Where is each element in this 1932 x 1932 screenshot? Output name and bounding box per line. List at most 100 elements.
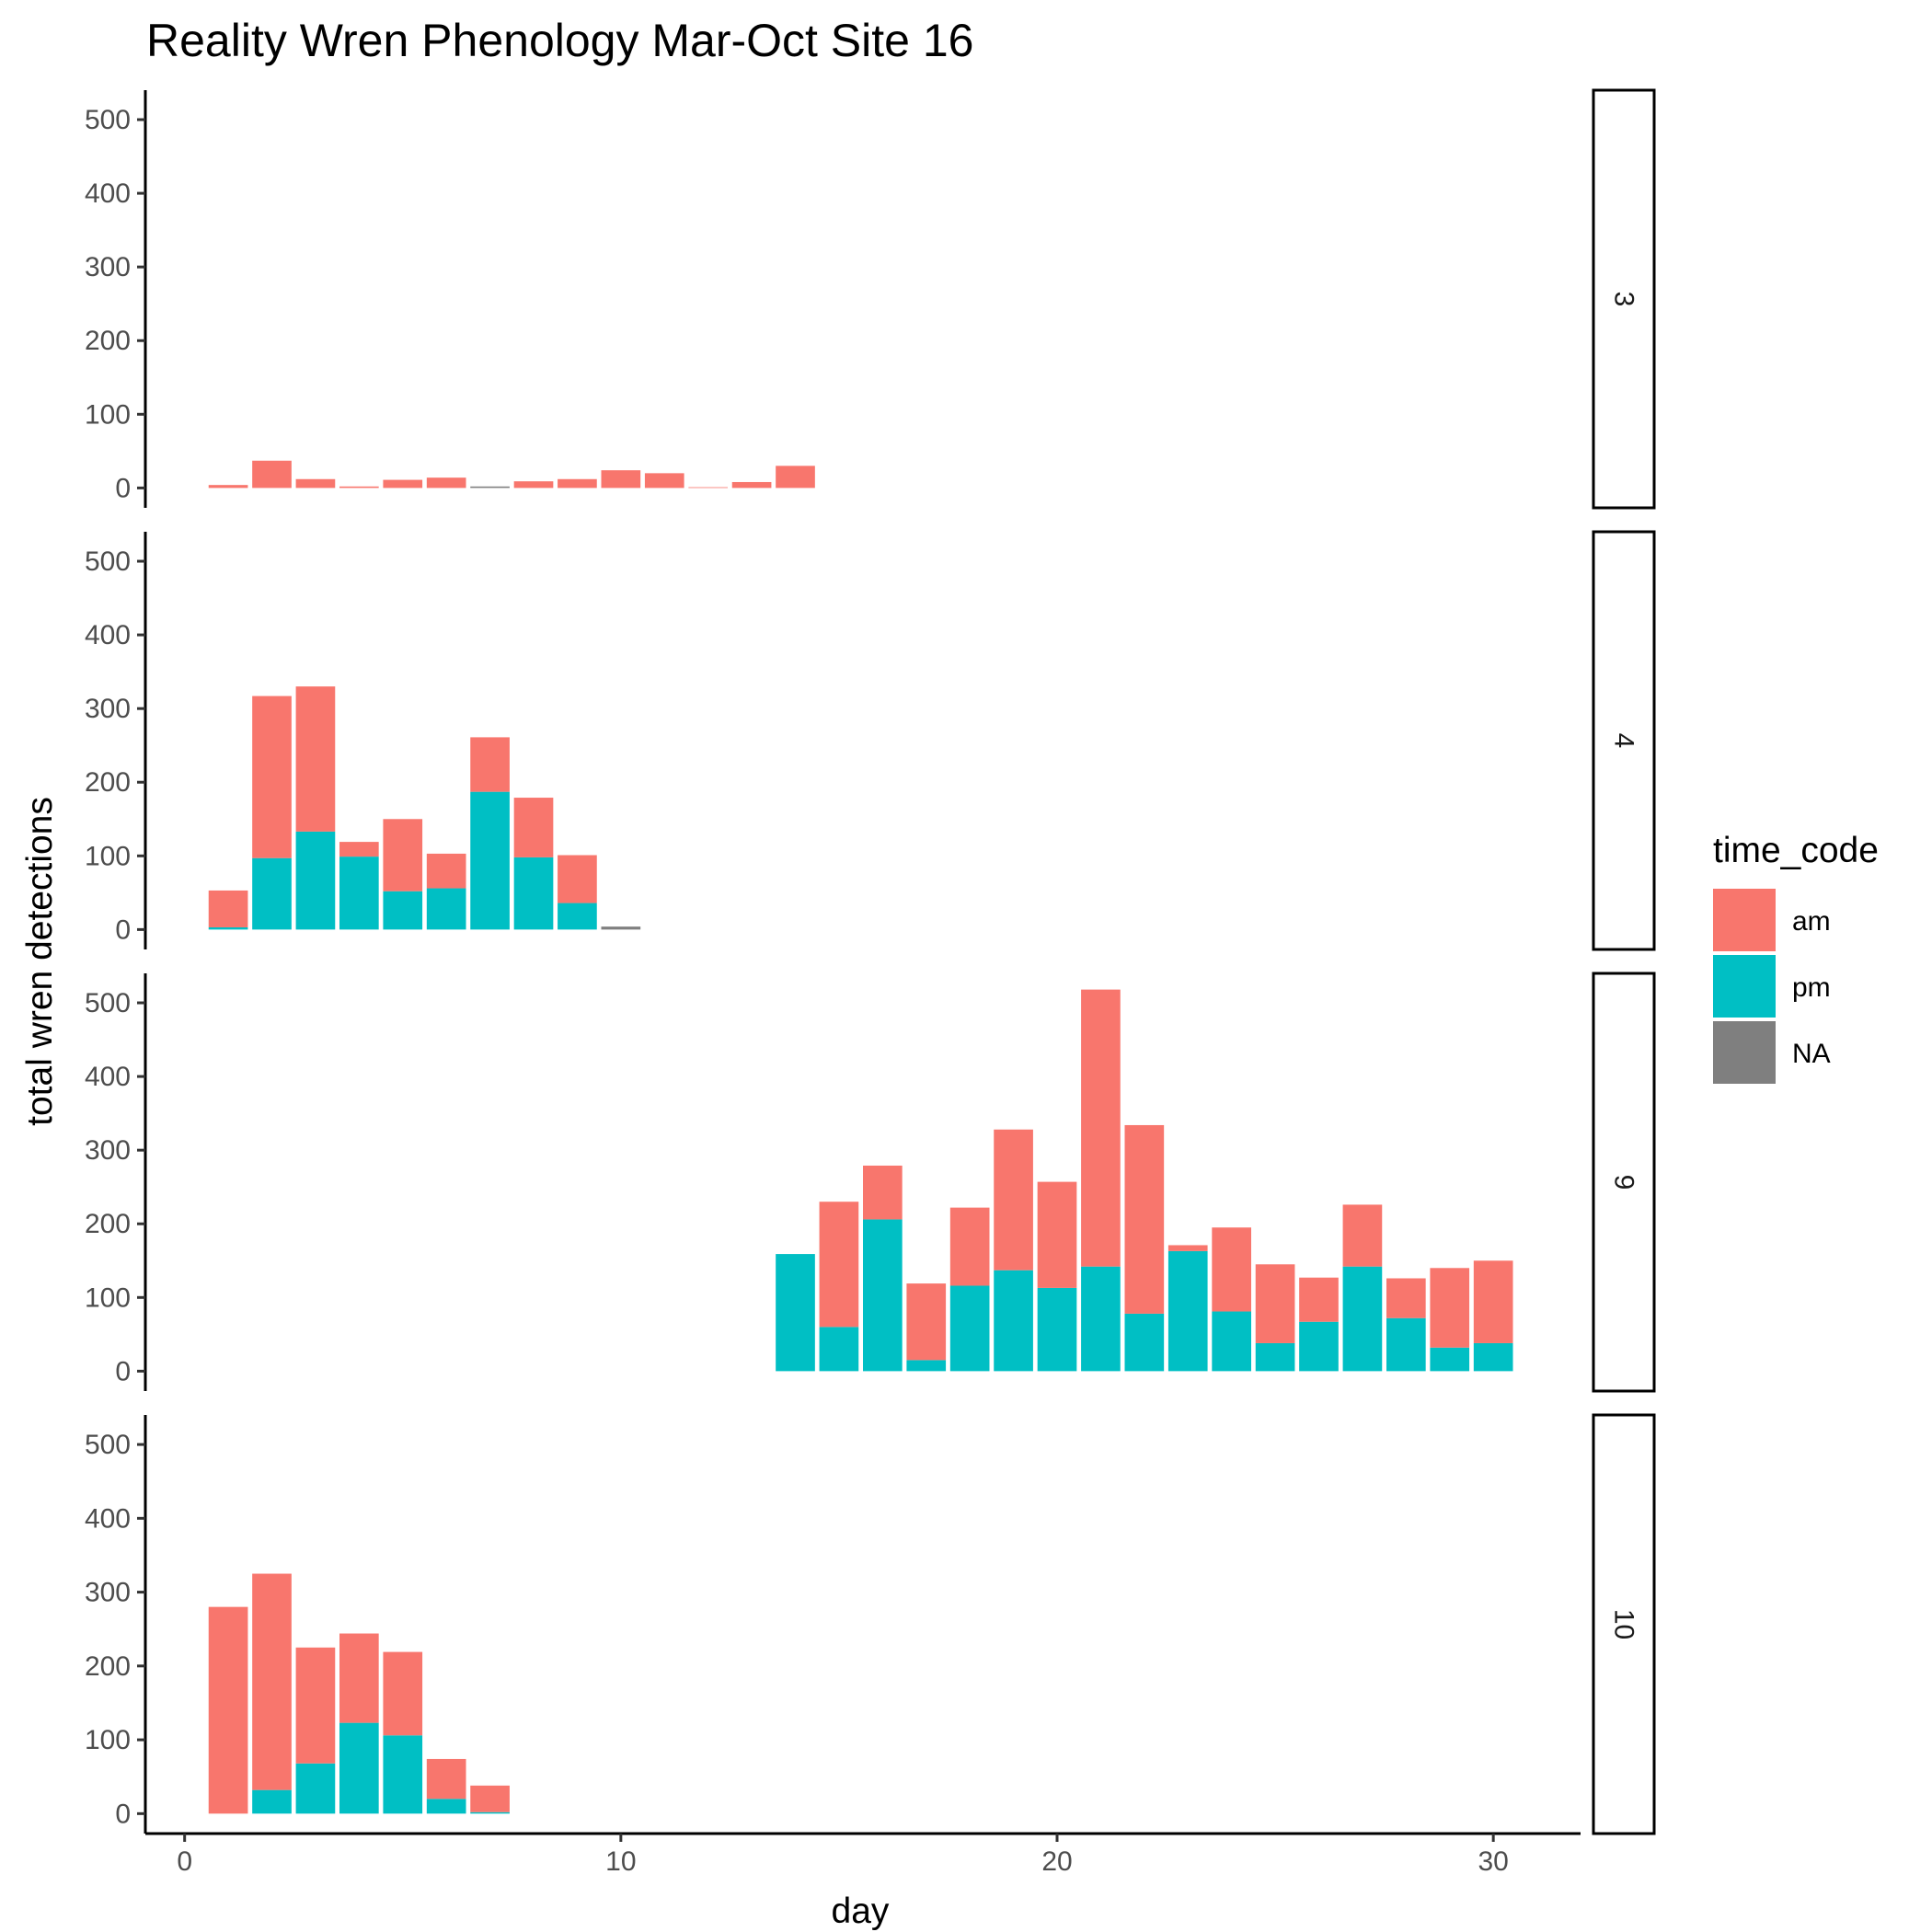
facet-panel-9: 0 100 200 300 400 500 9 [85, 972, 1656, 1393]
bar-pm-facet4-day9 [558, 903, 597, 930]
bar-am-facet4-day9 [558, 855, 597, 903]
bar-pm-facet9-day18 [949, 1285, 990, 1372]
facet-strip-3 [1592, 88, 1656, 510]
bar-am-facet3-day11 [644, 473, 684, 489]
bar-am-facet9-day26 [1299, 1277, 1339, 1322]
chart-title: Reality Wren Phenology Mar-Oct Site 16 [146, 15, 973, 66]
y-tick-label-facet-10-400: 400 [85, 1503, 131, 1534]
legend-key-am [1713, 889, 1776, 951]
bar-am-facet9-day25 [1255, 1264, 1295, 1343]
bar-am-facet9-day29 [1430, 1268, 1470, 1348]
bar-am-facet4-day6 [426, 853, 466, 889]
bar-am-facet10-day5 [383, 1651, 423, 1736]
bar-am-facet10-day6 [426, 1758, 466, 1800]
bar-am-facet3-day2 [252, 460, 292, 489]
bar-am-facet9-day24 [1212, 1227, 1251, 1312]
bar-am-facet3-day4 [339, 486, 379, 489]
bar-am-facet3-day10 [601, 470, 641, 489]
bar-pm-facet10-day2 [252, 1789, 292, 1814]
bar-pm-facet10-day7 [470, 1811, 510, 1814]
facet-strip-label-9: 9 [1609, 1175, 1639, 1190]
legend: time_code am pm NA [1713, 831, 1879, 1084]
legend-title: time_code [1713, 831, 1879, 870]
facet-strip-label-4: 4 [1609, 733, 1639, 749]
bar-pm-facet9-day25 [1255, 1342, 1295, 1372]
bar-pm-facet9-day30 [1473, 1342, 1513, 1372]
bar-am-facet9-day22 [1124, 1124, 1165, 1314]
bar-pm-facet4-day8 [513, 857, 554, 930]
bar-am-facet10-day4 [339, 1633, 379, 1723]
bar-pm-facet9-day20 [1037, 1287, 1077, 1372]
bar-am-facet10-day7 [470, 1785, 510, 1812]
bar-pm-facet9-day22 [1124, 1313, 1165, 1372]
bar-am-facet9-day30 [1473, 1260, 1513, 1343]
bar-am-facet4-day2 [252, 696, 292, 858]
bar-am-facet4-day7 [470, 737, 510, 792]
bar-pm-facet10-day6 [426, 1799, 466, 1814]
bar-am-facet9-day21 [1081, 989, 1121, 1267]
bar-am-facet3-day12 [688, 487, 728, 489]
bar-am-facet4-day8 [513, 798, 554, 857]
y-tick-label-facet-4-300: 300 [85, 694, 131, 724]
bar-am-facet9-day20 [1037, 1181, 1077, 1288]
bar-am-facet3-day13 [731, 481, 772, 489]
bar-am-facet9-day23 [1167, 1245, 1208, 1251]
y-tick-label-facet-3-300: 300 [85, 252, 131, 282]
y-tick-label-facet-3-400: 400 [85, 178, 131, 209]
bar-am-facet3-day5 [383, 479, 423, 489]
facet-strip-9 [1592, 972, 1656, 1393]
y-tick-label-facet-3-100: 100 [85, 399, 131, 430]
bar-am-facet4-day3 [295, 686, 336, 832]
y-tick-label-facet-3-200: 200 [85, 326, 131, 356]
bar-pm-facet9-day14 [776, 1254, 815, 1372]
bar-NA-facet4-day10 [601, 926, 641, 930]
facet-strip-4 [1592, 530, 1656, 951]
bar-am-facet9-day15 [819, 1202, 859, 1328]
bar-pm-facet9-day19 [994, 1270, 1033, 1372]
x-axis-title: day [832, 1892, 890, 1931]
bar-am-facet9-day28 [1386, 1278, 1426, 1318]
y-tick-label-facet-9-400: 400 [85, 1062, 131, 1092]
y-tick-label-facet-9-100: 100 [85, 1282, 131, 1313]
y-tick-label-facet-10-500: 500 [85, 1430, 131, 1460]
facet-strip-label-3: 3 [1609, 292, 1639, 307]
bar-am-facet3-day9 [558, 478, 597, 489]
x-tick-label-10: 10 [605, 1846, 636, 1877]
bar-am-facet9-day19 [994, 1129, 1033, 1271]
bar-pm-facet4-day3 [295, 831, 336, 930]
bar-pm-facet9-day26 [1299, 1321, 1339, 1372]
y-tick-label-facet-9-200: 200 [85, 1209, 131, 1239]
facet-panel-10: 0 100 200 300 400 500 10 [85, 1413, 1656, 1835]
y-tick-label-facet-4-500: 500 [85, 546, 131, 577]
legend-label-pm: pm [1792, 972, 1831, 1003]
bar-pm-facet9-day24 [1212, 1311, 1251, 1372]
y-tick-label-facet-10-0: 0 [115, 1799, 131, 1829]
bar-pm-facet9-day23 [1167, 1250, 1208, 1372]
facet-strip-label-10: 10 [1609, 1609, 1639, 1639]
bar-pm-facet10-day4 [339, 1722, 379, 1814]
x-tick-label-20: 20 [1041, 1846, 1072, 1877]
y-tick-label-facet-4-100: 100 [85, 841, 131, 871]
y-tick-label-facet-10-300: 300 [85, 1578, 131, 1608]
bar-pm-facet9-day15 [819, 1327, 859, 1372]
bar-pm-facet4-day7 [470, 791, 510, 930]
bar-am-facet10-day2 [252, 1573, 292, 1790]
y-tick-label-facet-3-500: 500 [85, 105, 131, 135]
bar-am-facet9-day27 [1342, 1204, 1383, 1267]
bar-am-facet3-day8 [513, 481, 554, 489]
bar-am-facet10-day3 [295, 1647, 336, 1764]
facet-panel-3: 0 100 200 300 400 500 3 [85, 88, 1656, 510]
x-tick-label-0: 0 [177, 1846, 192, 1877]
x-axis: 0 10 20 30 [145, 1832, 1581, 1877]
x-tick-label-30: 30 [1478, 1846, 1508, 1877]
y-tick-label-facet-3-0: 0 [115, 473, 131, 503]
y-tick-label-facet-9-500: 500 [85, 988, 131, 1018]
bar-pm-facet4-day2 [252, 857, 292, 930]
bar-pm-facet9-day17 [906, 1360, 947, 1372]
y-axis-title: total wren detections [20, 797, 60, 1126]
facet-panels: 0100200300400500301002003004005004010020… [85, 88, 1656, 1835]
y-tick-label-facet-9-0: 0 [115, 1356, 131, 1386]
legend-key-NA [1713, 1021, 1776, 1084]
bar-pm-facet9-day16 [863, 1219, 903, 1372]
